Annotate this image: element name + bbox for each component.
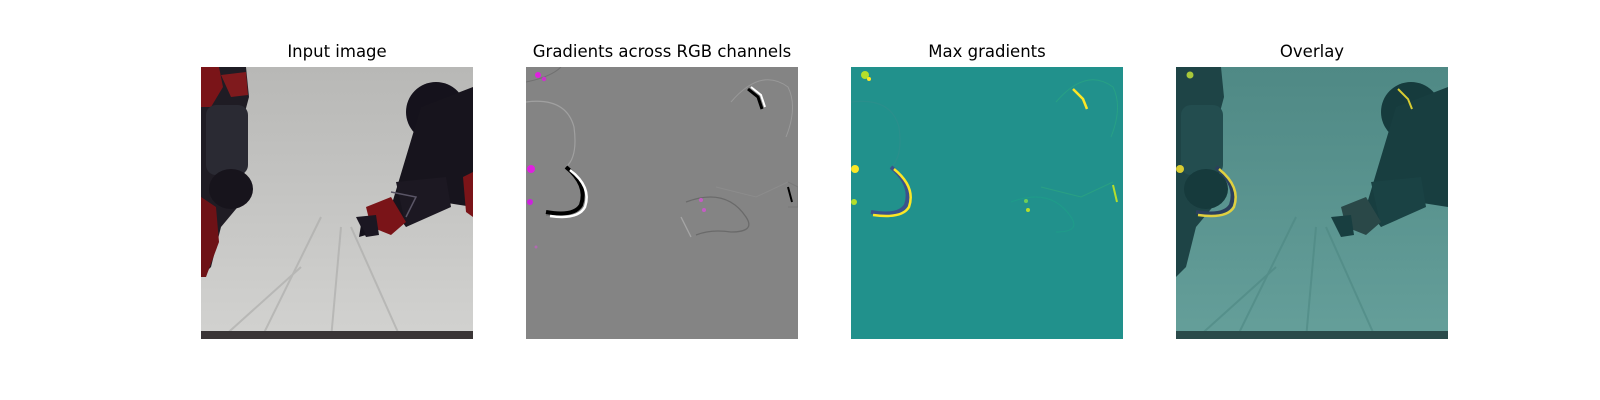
heatmap-overlay-photo-icon: [1176, 67, 1448, 339]
overlay-image: [1176, 67, 1448, 339]
panel-title: Overlay: [1279, 42, 1345, 61]
panel-title: Gradients across RGB channels: [532, 42, 792, 61]
panel-title: Input image: [287, 42, 387, 61]
rgb-gradient-map-icon: [526, 67, 798, 339]
gradients-rgb-image: [526, 67, 798, 339]
max-gradient-heatmap-icon: [851, 67, 1123, 339]
input-image: [201, 67, 473, 339]
max-gradients-image: [851, 67, 1123, 339]
robot-arms-photo-icon: [201, 67, 473, 339]
panel-gradients-rgb: Gradients across RGB channels: [526, 0, 798, 400]
panel-title: Max gradients: [928, 42, 1046, 61]
panel-max-gradients: Max gradients: [851, 0, 1123, 400]
panel-input-image: Input image: [201, 0, 473, 400]
panel-overlay: Overlay: [1176, 0, 1448, 400]
